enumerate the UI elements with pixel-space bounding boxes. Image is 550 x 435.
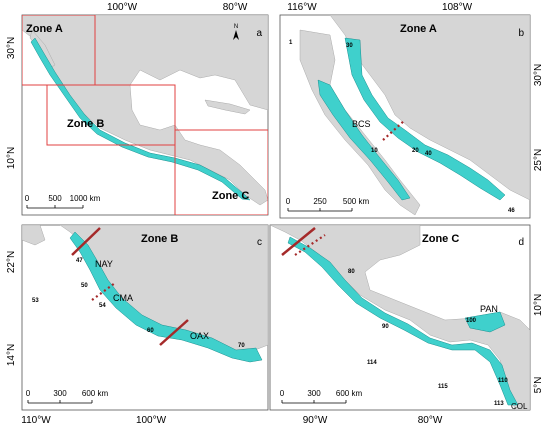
zone-label: Zone C [212, 190, 249, 202]
panel-letter: a [256, 28, 262, 39]
region-label: 90 [382, 324, 389, 330]
lat-tick: 10°N [533, 294, 544, 316]
north-arrow [233, 30, 239, 40]
region-label: 53 [32, 298, 39, 304]
scale-label: 0 [25, 194, 30, 203]
zone-label: Zone B [67, 118, 104, 130]
scale-label: 250 [313, 197, 327, 206]
zone-title: Zone A [400, 23, 437, 35]
scale-label: 500 km [343, 197, 370, 206]
zone-title: Zone C [422, 233, 459, 245]
region-label: 10 [371, 148, 378, 154]
lon-tick: 90°W [303, 415, 328, 426]
region-label: 100 [466, 318, 477, 324]
region-label: PAN [480, 304, 498, 314]
region-label: BCS [352, 119, 371, 129]
scale-bar: 0 500 1000 km [25, 194, 101, 209]
region-label: 113 [494, 401, 504, 407]
region-label: 47 [76, 258, 83, 264]
scale-bar: 0 300 600 km [26, 389, 109, 404]
scale-label: 500 [48, 194, 62, 203]
region-label: 46 [508, 208, 515, 214]
north-label: N [234, 24, 238, 30]
region-label: 50 [81, 283, 88, 289]
region-label: OAX [190, 331, 209, 341]
zone-title: Zone B [141, 233, 178, 245]
region-label: 114 [367, 360, 377, 366]
lon-tick: 116°W [287, 2, 317, 13]
panel-letter: d [518, 237, 524, 248]
scale-bar: 0 300 600 km [280, 389, 363, 404]
panel-b: Zone A b 116°W 108°W 30°N 25°N 1 30 BCS … [279, 2, 544, 219]
panel-a: Zone A Zone B Zone C N a 100°W 80°W 30°N… [6, 2, 269, 216]
region-label: 30 [346, 43, 353, 49]
scale-label: 600 km [82, 389, 109, 398]
scale-label: 300 [307, 389, 321, 398]
scale-label: 1000 km [70, 194, 101, 203]
scale-label: 0 [26, 389, 31, 398]
lon-tick: 80°W [223, 2, 248, 13]
panel-letter: c [257, 237, 262, 248]
zone-label: Zone A [26, 23, 63, 35]
lat-tick: 14°N [6, 344, 17, 366]
panel-d: Zone C d 90°W 80°W 10°N 5°N 80 90 100 PA… [269, 224, 544, 426]
lat-tick: 30°N [533, 64, 544, 86]
lon-tick: 108°W [442, 2, 473, 13]
region-label: 40 [425, 151, 432, 157]
panel-letter: b [518, 28, 524, 39]
region-label: CMA [113, 293, 133, 303]
region-label: NAY [95, 259, 113, 269]
region-label: 54 [99, 303, 106, 309]
region-label: 115 [438, 384, 448, 390]
lon-tick: 100°W [107, 2, 138, 13]
scale-label: 0 [280, 389, 285, 398]
lon-tick: 110°W [21, 415, 51, 426]
lat-tick: 30°N [6, 37, 17, 59]
lat-tick: 22°N [6, 251, 17, 273]
lon-tick: 100°W [136, 415, 167, 426]
scale-label: 600 km [336, 389, 363, 398]
region-label: 70 [238, 343, 245, 349]
scale-label: 300 [53, 389, 67, 398]
lat-tick: 10°N [6, 147, 17, 169]
scale-label: 0 [286, 197, 291, 206]
panel-c: Zone B c 110°W 100°W 22°N 14°N 47 NAY 50… [6, 224, 269, 426]
lat-tick: 5°N [533, 377, 544, 394]
lon-tick: 80°W [418, 415, 443, 426]
region-label: 80 [348, 269, 355, 275]
region-label: 20 [412, 148, 419, 154]
region-label: 110 [498, 378, 508, 384]
lat-tick: 25°N [533, 149, 544, 171]
scale-bar: 0 250 500 km [286, 197, 370, 212]
region-label: COL [511, 402, 528, 411]
region-label: 1 [289, 40, 293, 46]
region-label: 60 [147, 328, 154, 334]
